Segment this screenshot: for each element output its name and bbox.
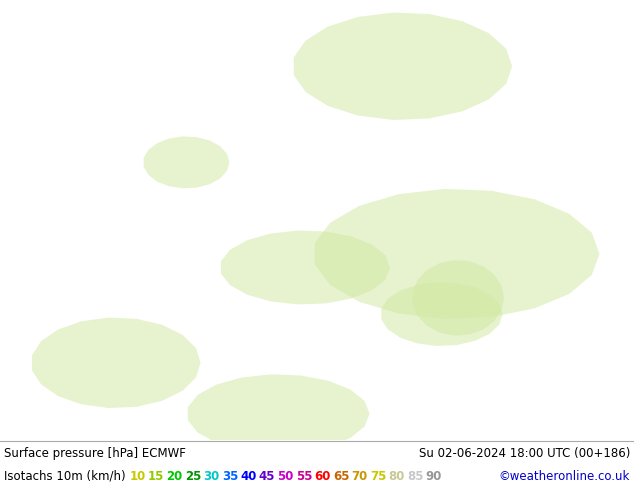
Text: Isotachs 10m (km/h): Isotachs 10m (km/h)	[4, 469, 129, 483]
Text: 85: 85	[407, 469, 424, 483]
Text: 60: 60	[314, 469, 331, 483]
Text: 45: 45	[259, 469, 275, 483]
Text: 90: 90	[425, 469, 442, 483]
Text: 55: 55	[296, 469, 313, 483]
Text: 80: 80	[389, 469, 404, 483]
Text: Su 02-06-2024 18:00 UTC (00+186): Su 02-06-2024 18:00 UTC (00+186)	[418, 447, 630, 460]
Text: ©weatheronline.co.uk: ©weatheronline.co.uk	[498, 469, 630, 483]
Text: 10: 10	[129, 469, 146, 483]
Text: 70: 70	[351, 469, 368, 483]
Polygon shape	[144, 136, 230, 188]
Text: 30: 30	[204, 469, 219, 483]
Text: Surface pressure [hPa] ECMWF: Surface pressure [hPa] ECMWF	[4, 447, 186, 460]
Polygon shape	[314, 189, 600, 319]
Polygon shape	[32, 318, 200, 408]
Text: 50: 50	[278, 469, 294, 483]
Text: 15: 15	[148, 469, 164, 483]
Text: 20: 20	[166, 469, 183, 483]
Text: 35: 35	[222, 469, 238, 483]
Text: 25: 25	[185, 469, 201, 483]
Polygon shape	[221, 230, 390, 304]
Text: 65: 65	[333, 469, 349, 483]
Polygon shape	[188, 374, 370, 453]
Polygon shape	[381, 282, 503, 346]
Polygon shape	[294, 13, 512, 120]
Polygon shape	[413, 260, 504, 336]
Text: 75: 75	[370, 469, 386, 483]
Text: 40: 40	[240, 469, 257, 483]
